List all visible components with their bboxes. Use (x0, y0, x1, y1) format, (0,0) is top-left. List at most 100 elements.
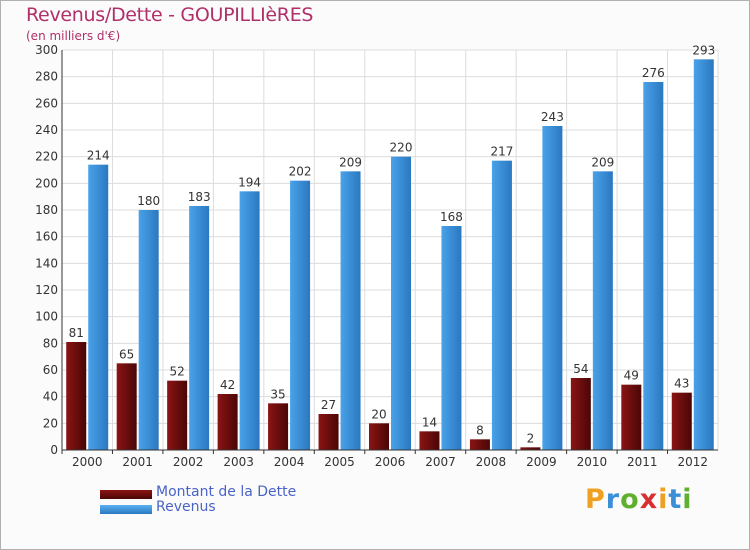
value-label-revenus-2010: 209 (591, 155, 614, 169)
bar-revenus-2009 (542, 126, 563, 450)
logo-letter: t (668, 484, 683, 515)
logo-letter: x (639, 484, 659, 515)
y-tick-label: 220 (35, 150, 58, 164)
bars (66, 59, 714, 451)
logo-letter: i (682, 484, 693, 515)
y-tick-label: 100 (35, 310, 58, 324)
value-label-revenus-2005: 209 (339, 155, 362, 169)
value-label-revenus-2008: 217 (490, 145, 513, 159)
y-tick-label: 280 (35, 70, 58, 84)
bar-dette-2004 (268, 403, 289, 450)
value-label-dette-2002: 52 (170, 365, 185, 379)
x-tick-label: 2005 (324, 455, 355, 469)
grid (61, 49, 719, 451)
bar-revenus-2010 (592, 171, 613, 451)
bar-revenus-2000 (88, 164, 109, 450)
x-tick-label: 2010 (577, 455, 608, 469)
y-tick-label: 60 (43, 363, 58, 377)
bar-dette-2001 (116, 363, 137, 450)
bar-revenus-2003 (239, 191, 260, 451)
bar-dette-2005 (318, 414, 339, 450)
bar-dette-2008 (469, 439, 490, 450)
value-label-dette-2001: 65 (119, 347, 134, 361)
logo-letter: P (585, 484, 606, 515)
logo-letter: r (605, 484, 621, 515)
logo-letter: i (658, 484, 669, 515)
y-tick-label: 40 (43, 390, 58, 404)
y-tick-label: 80 (43, 336, 58, 350)
y-tick-label: 240 (35, 123, 58, 137)
x-tick-label: 2007 (425, 455, 456, 469)
legend-label-revenus: Revenus (156, 499, 216, 515)
x-tick-label: 2006 (375, 455, 406, 469)
x-tick-label: 2008 (476, 455, 507, 469)
bar-dette-2000 (66, 342, 87, 450)
plot-area (62, 50, 718, 450)
legend-swatch-dette (100, 490, 152, 499)
x-tick-label: 2004 (274, 455, 305, 469)
value-label-dette-2009: 2 (527, 431, 535, 445)
bar-dette-2011 (621, 384, 642, 450)
value-label-revenus-2007: 168 (440, 210, 463, 224)
chart-subtitle: (en milliers d'€) (26, 29, 121, 43)
value-label-dette-2004: 35 (270, 387, 285, 401)
bar-dette-2006 (369, 423, 389, 450)
value-label-dette-2006: 20 (371, 407, 386, 421)
value-label-revenus-2001: 180 (137, 194, 160, 208)
bar-revenus-2005 (340, 171, 361, 451)
bar-dette-2003 (217, 394, 238, 450)
value-label-revenus-2012: 293 (692, 43, 715, 57)
value-label-dette-2008: 8 (476, 423, 484, 437)
y-tick-label: 120 (35, 283, 58, 297)
value-label-revenus-2009: 243 (541, 110, 564, 124)
value-label-revenus-2000: 214 (87, 149, 110, 163)
x-tick-label: 2012 (677, 455, 708, 469)
value-label-dette-2003: 42 (220, 378, 235, 392)
value-label-revenus-2011: 276 (642, 66, 665, 80)
bar-revenus-2007 (441, 226, 462, 450)
y-tick-label: 0 (50, 443, 58, 457)
value-label-dette-2011: 49 (624, 369, 639, 383)
value-label-revenus-2003: 194 (238, 175, 261, 189)
value-labels: 81 65 52 42 35 27 20 14 8 2 54 49 43 214 180 183 194 202 2… (69, 43, 716, 445)
bar-dette-2012 (671, 392, 692, 450)
bar-revenus-2002 (189, 206, 210, 450)
x-tick-label: 2002 (173, 455, 204, 469)
y-tick-label: 180 (35, 203, 58, 217)
x-tick-label: 2000 (72, 455, 103, 469)
logo-letter: o (620, 484, 640, 515)
x-tick-label: 2003 (223, 455, 254, 469)
y-tick-label: 20 (43, 416, 58, 430)
y-tick-label: 200 (35, 176, 58, 190)
value-label-dette-2005: 27 (321, 398, 336, 412)
bar-revenus-2011 (643, 82, 664, 450)
value-label-dette-2007: 14 (422, 415, 437, 429)
bar-revenus-2006 (391, 156, 411, 450)
y-tick-label: 160 (35, 230, 58, 244)
value-label-dette-2000: 81 (69, 326, 84, 340)
bar-revenus-2004 (290, 180, 311, 450)
x-tick-label: 2011 (627, 455, 658, 469)
y-tick-label: 140 (35, 256, 58, 270)
axes: 0204060801001201401601802002202402602803… (35, 43, 718, 469)
chart-title: Revenus/Dette - GOUPILLIèRES (26, 4, 314, 26)
value-label-dette-2010: 54 (573, 362, 588, 376)
value-label-revenus-2002: 183 (188, 190, 211, 204)
legend-label-dette: Montant de la Dette (156, 484, 297, 500)
bar-dette-2007 (419, 431, 440, 450)
bar-revenus-2001 (138, 210, 159, 450)
bar-revenus-2008 (491, 160, 512, 450)
bar-dette-2002 (167, 380, 188, 450)
bar-dette-2010 (570, 378, 591, 450)
bar-revenus-2012 (693, 59, 714, 450)
y-tick-label: 260 (35, 96, 58, 110)
x-tick-label: 2001 (122, 455, 153, 469)
legend-swatch-revenus (100, 505, 152, 514)
x-tick-label: 2009 (526, 455, 557, 469)
value-label-revenus-2006: 220 (390, 141, 413, 155)
value-label-revenus-2004: 202 (289, 165, 312, 179)
y-tick-label: 300 (35, 43, 58, 57)
bar-dette-2009 (520, 447, 541, 450)
value-label-dette-2012: 43 (674, 377, 689, 391)
